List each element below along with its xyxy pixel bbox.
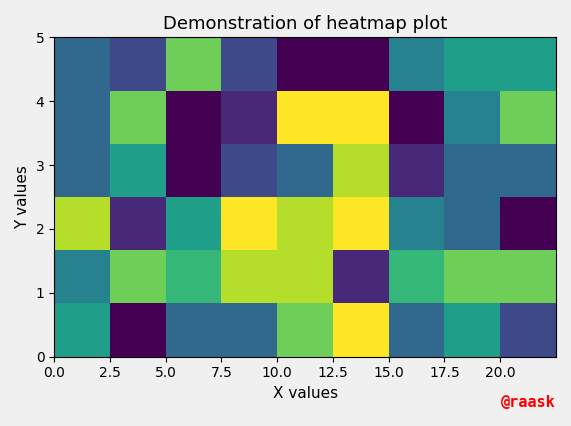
Title: Demonstration of heatmap plot: Demonstration of heatmap plot: [163, 15, 447, 33]
X-axis label: X values: X values: [272, 386, 337, 401]
Y-axis label: Y values: Y values: [15, 165, 30, 229]
Text: @raask: @raask: [501, 395, 556, 410]
